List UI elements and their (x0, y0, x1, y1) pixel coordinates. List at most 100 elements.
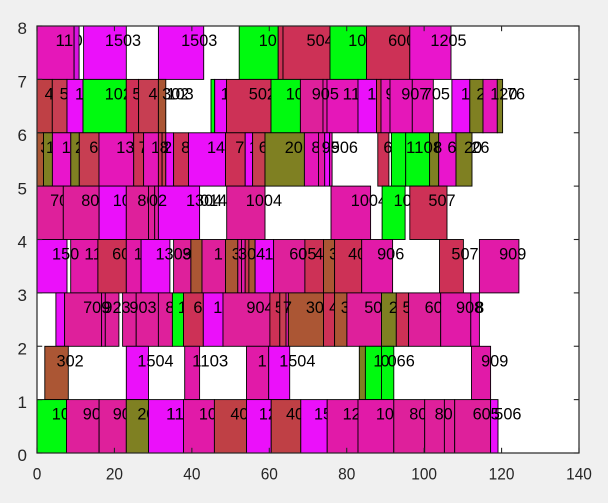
svg-text:76: 76 (507, 84, 525, 103)
svg-text:5: 5 (403, 298, 412, 317)
svg-text:3: 3 (329, 245, 338, 264)
svg-text:8: 8 (181, 138, 190, 157)
svg-text:1: 1 (134, 245, 143, 264)
svg-text:10: 10 (259, 31, 277, 50)
svg-text:6: 6 (447, 138, 456, 157)
svg-text:507: 507 (451, 245, 478, 264)
svg-text:014: 014 (200, 191, 227, 210)
svg-text:1: 1 (62, 138, 71, 157)
svg-text:507: 507 (428, 191, 455, 210)
svg-text:302: 302 (57, 351, 84, 370)
svg-text:10: 10 (52, 405, 70, 424)
svg-text:3: 3 (341, 298, 350, 317)
svg-text:905: 905 (312, 84, 339, 103)
svg-text:0: 0 (381, 351, 390, 370)
svg-text:906: 906 (377, 245, 404, 264)
svg-text:12: 12 (343, 405, 361, 424)
svg-text:906: 906 (331, 138, 358, 157)
svg-text:10: 10 (199, 405, 217, 424)
svg-text:5: 5 (60, 84, 69, 103)
svg-text:102: 102 (105, 84, 132, 103)
svg-text:1: 1 (258, 351, 267, 370)
svg-text:4: 4 (18, 233, 27, 252)
svg-text:3: 3 (232, 245, 241, 264)
svg-text:5: 5 (491, 405, 500, 424)
svg-text:8: 8 (18, 19, 27, 38)
svg-text:1: 1 (18, 393, 27, 412)
svg-text:5: 5 (18, 179, 27, 198)
svg-text:2: 2 (476, 84, 485, 103)
svg-text:40: 40 (183, 465, 200, 484)
svg-text:1: 1 (178, 298, 187, 317)
svg-text:3: 3 (182, 245, 191, 264)
svg-text:80: 80 (81, 191, 99, 210)
svg-text:709: 709 (83, 298, 110, 317)
svg-text:50: 50 (364, 298, 382, 317)
svg-text:909: 909 (481, 351, 508, 370)
svg-text:1309: 1309 (156, 245, 192, 264)
svg-text:506: 506 (494, 405, 521, 424)
svg-text:80: 80 (338, 465, 355, 484)
svg-text:40: 40 (230, 405, 248, 424)
svg-text:30: 30 (306, 298, 324, 317)
svg-text:1: 1 (367, 84, 376, 103)
svg-text:120: 120 (490, 84, 517, 103)
svg-text:1: 1 (214, 245, 223, 264)
svg-text:1: 1 (461, 84, 470, 103)
svg-text:502: 502 (249, 84, 276, 103)
svg-text:6: 6 (383, 138, 392, 157)
svg-text:11: 11 (343, 84, 361, 103)
svg-text:1: 1 (213, 298, 222, 317)
svg-text:26: 26 (471, 138, 489, 157)
svg-text:4: 4 (45, 84, 54, 103)
svg-text:1205: 1205 (430, 31, 466, 50)
svg-text:6: 6 (18, 126, 27, 145)
svg-text:903: 903 (129, 298, 156, 317)
svg-text:4: 4 (329, 298, 338, 317)
svg-text:6: 6 (193, 298, 202, 317)
svg-text:1108: 1108 (406, 138, 442, 157)
svg-text:11: 11 (166, 405, 184, 424)
svg-text:2: 2 (18, 339, 27, 358)
svg-text:103: 103 (167, 84, 194, 103)
svg-text:4: 4 (149, 84, 158, 103)
svg-text:20: 20 (285, 138, 303, 157)
svg-text:705: 705 (423, 84, 450, 103)
svg-text:904: 904 (246, 298, 273, 317)
svg-text:8: 8 (165, 298, 174, 317)
svg-text:7: 7 (235, 138, 244, 157)
svg-text:302: 302 (162, 84, 189, 103)
svg-text:80: 80 (409, 405, 427, 424)
svg-text:20: 20 (106, 465, 123, 484)
svg-text:05: 05 (298, 245, 316, 264)
svg-text:60: 60 (261, 465, 278, 484)
svg-text:1503: 1503 (181, 31, 217, 50)
svg-text:504: 504 (307, 31, 334, 50)
svg-text:1103: 1103 (192, 351, 228, 370)
svg-text:1004: 1004 (351, 191, 387, 210)
svg-text:10: 10 (394, 191, 412, 210)
svg-text:80: 80 (435, 405, 453, 424)
svg-text:60: 60 (112, 245, 130, 264)
svg-text:0: 0 (33, 465, 42, 484)
svg-text:1: 1 (75, 84, 84, 103)
svg-text:7: 7 (283, 298, 292, 317)
svg-text:90: 90 (83, 405, 101, 424)
svg-text:0: 0 (18, 446, 27, 465)
svg-text:60: 60 (425, 298, 443, 317)
svg-text:600: 600 (388, 31, 415, 50)
svg-text:95: 95 (322, 138, 340, 157)
svg-text:1504: 1504 (279, 351, 315, 370)
svg-text:8: 8 (160, 138, 169, 157)
svg-text:2: 2 (389, 298, 398, 317)
svg-text:1: 1 (221, 84, 230, 103)
svg-text:1: 1 (264, 245, 273, 264)
svg-text:13: 13 (116, 138, 134, 157)
svg-text:1304: 1304 (186, 191, 222, 210)
svg-text:02: 02 (149, 191, 167, 210)
svg-text:14: 14 (207, 138, 225, 157)
svg-text:908: 908 (456, 298, 483, 317)
svg-text:40: 40 (286, 405, 304, 424)
svg-text:8: 8 (475, 298, 484, 317)
svg-text:1004: 1004 (246, 191, 282, 210)
